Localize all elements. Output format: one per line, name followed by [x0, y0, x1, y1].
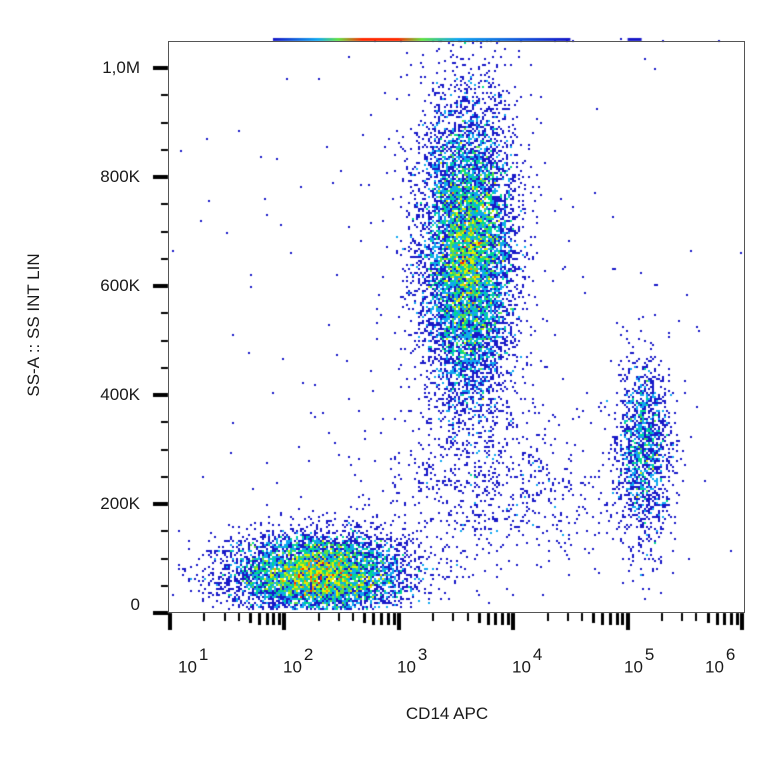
x-tick-label: 104: [512, 645, 542, 678]
x-axis-title: CD14 APC: [405, 704, 489, 723]
x-tick-label: 103: [397, 645, 427, 678]
x-tick-base: 10: [705, 657, 724, 677]
x-tick-base: 10: [178, 657, 197, 677]
y-tick-label: 0: [130, 595, 140, 614]
x-tick-base: 10: [512, 657, 531, 677]
x-tick-exponent: 2: [303, 645, 314, 664]
x-tick-exponent: 6: [725, 645, 736, 664]
y-tick-label: 200K: [100, 494, 140, 513]
y-tick-label: 400K: [100, 385, 140, 404]
x-tick-label: 105: [624, 645, 654, 678]
x-tick-base: 10: [397, 657, 416, 677]
x-tick-exponent: 4: [532, 645, 543, 664]
y-tick-label: 800K: [100, 167, 140, 186]
x-tick-exponent: 1: [198, 645, 209, 664]
y-tick-label: 1,0M: [102, 58, 140, 77]
x-tick-exponent: 5: [644, 645, 655, 664]
x-tick-base: 10: [283, 657, 302, 677]
x-tick-label: 101: [178, 645, 208, 678]
x-tick-label: 102: [283, 645, 313, 678]
x-tick-base: 10: [624, 657, 643, 677]
x-tick-exponent: 3: [417, 645, 428, 664]
x-tick-label: 106: [705, 645, 735, 678]
y-axis-title: SS-A :: SS INT LIN: [24, 253, 43, 397]
y-tick-label: 600K: [100, 276, 140, 295]
